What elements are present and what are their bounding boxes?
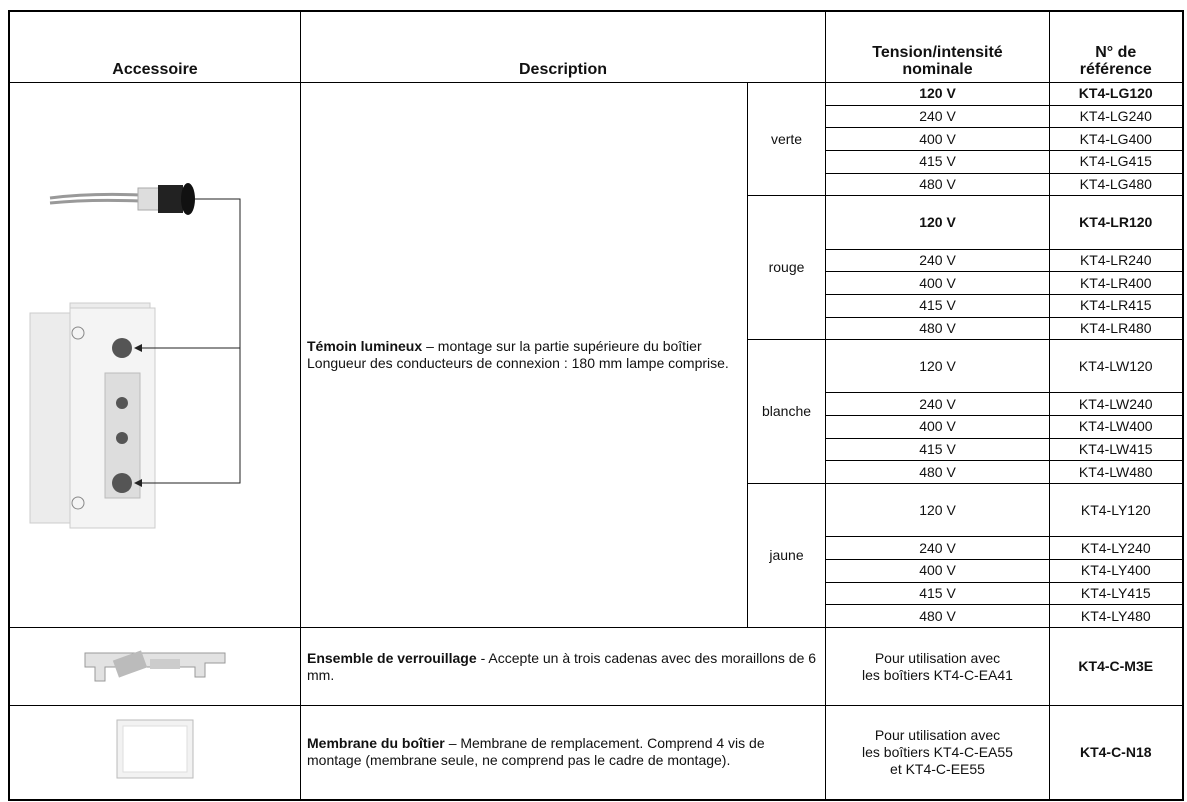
lock-image xyxy=(84,649,226,681)
voltage-cell: 480 V xyxy=(825,604,1050,628)
image-cell xyxy=(8,627,301,706)
voltage-cell: 480 V xyxy=(825,460,1050,485)
indicator-row: 415 V KT4-LW415 xyxy=(9,437,1183,462)
indicator-row: 480 V KT4-LR480 xyxy=(9,316,1183,341)
description-cell: Ensemble de verrouillage - Accepte un à t… xyxy=(300,627,826,706)
reference-cell: KT4-LR415 xyxy=(1049,293,1183,318)
voltage-cell: 415 V xyxy=(825,150,1050,174)
reference-cell: KT4-LY120 xyxy=(1049,483,1183,538)
indicator-row: 240 V KT4-LW240 xyxy=(9,392,1183,417)
reference-cell: KT4-LR120 xyxy=(1049,195,1183,250)
header-cell: Tension/intensité nominale xyxy=(825,10,1050,83)
indicator-row: 240 V KT4-LR240 xyxy=(9,248,1183,273)
voltage-cell: 415 V xyxy=(825,581,1050,606)
indicator-row: 400 V KT4-LW400 xyxy=(9,415,1183,439)
reference-cell: KT4-LG400 xyxy=(1049,127,1183,152)
image-cell xyxy=(8,705,301,800)
indicator-image xyxy=(29,183,241,529)
indicator-row: 480 V KT4-LG480 xyxy=(9,172,1183,197)
voltage-cell: 400 V xyxy=(825,271,1050,295)
reference-cell: KT4-LG415 xyxy=(1049,150,1183,174)
product-name: Témoin lumineux xyxy=(307,338,423,354)
reference-cell: KT4-LW400 xyxy=(1049,415,1183,439)
voltage-cell: 480 V xyxy=(825,316,1050,341)
product-text: – Membrane de remplacement. Comprend 4 v… xyxy=(307,735,765,769)
reference-cell: KT4-LG240 xyxy=(1049,104,1183,129)
accessory-row: Ensemble de verrouillage - Accepte un à t… xyxy=(8,627,1183,706)
reference-cell: KT4-LR480 xyxy=(1049,316,1183,341)
reference-cell: KT4-LW480 xyxy=(1049,460,1183,485)
reference-cell: KT4-C-N18 xyxy=(1049,705,1183,800)
indicator-row: blanche 120 V KT4-LW120 xyxy=(9,339,1183,485)
description-cell: Membrane du boîtier – Membrane de remplac… xyxy=(300,705,826,800)
reference-cell: KT4-C-M3E xyxy=(1049,627,1183,706)
product-text: - Accepte un à trois cadenas avec des mo… xyxy=(307,649,817,683)
text-line: les boîtiers KT4-C-EA55 xyxy=(862,743,1013,760)
text-line: Pour utilisation avec xyxy=(874,726,1001,743)
color-cell: rouge xyxy=(747,195,826,341)
indicator-row: 480 V KT4-LW480 xyxy=(9,460,1183,485)
text-line: les boîtiers KT4-C-EA41 xyxy=(862,666,1013,683)
reference-cell: KT4-LR400 xyxy=(1049,271,1183,295)
header-row: Accessoire Description Tension/intensité no… xyxy=(8,10,1183,83)
voltage-cell: 415 V xyxy=(825,437,1050,462)
indicator-row: 480 V KT4-LY480 xyxy=(9,604,1183,628)
indicator-row: 400 V KT4-LR400 xyxy=(9,271,1183,295)
voltage-cell: 240 V xyxy=(825,248,1050,273)
reference-cell: KT4-LG480 xyxy=(1049,172,1183,197)
reference-cell: KT4-LY480 xyxy=(1049,604,1183,628)
voltage-cell: 400 V xyxy=(825,127,1050,152)
text-line: nominale xyxy=(902,61,973,78)
rating-cell: Pour utilisation avec les boîtiers KT4-C-… xyxy=(825,705,1050,800)
accessory-table: Accessoire Description Tension/intensité no… xyxy=(8,10,1184,801)
reference-cell: KT4-LY400 xyxy=(1049,558,1183,583)
indicator-row: jaune 120 V KT4-LY120 xyxy=(9,483,1183,628)
voltage-cell: 240 V xyxy=(825,104,1050,129)
indicator-row: 240 V KT4-LG240 xyxy=(9,104,1183,129)
indicator-row: Témoin lumineux – montage sur la partie s… xyxy=(8,81,1183,628)
voltage-cell: 120 V xyxy=(825,82,1050,106)
header-cell: N° de référence xyxy=(1049,10,1183,83)
voltage-cell: 240 V xyxy=(825,392,1050,417)
voltage-cell: 120 V xyxy=(825,195,1050,250)
accessory-row: Membrane du boîtier – Membrane de remplac… xyxy=(8,705,1183,800)
reference-cell: KT4-LR240 xyxy=(1049,248,1183,273)
header-cell: Accessoire xyxy=(8,10,301,83)
voltage-cell: 240 V xyxy=(825,536,1050,560)
indicator-row: 400 V KT4-LG400 xyxy=(9,127,1183,152)
voltage-cell: 480 V xyxy=(825,172,1050,197)
text-line: Tension/intensité xyxy=(872,44,1003,61)
text-line: N° de xyxy=(1095,44,1137,61)
text-line: Pour utilisation avec xyxy=(874,649,1001,666)
voltage-cell: 400 V xyxy=(825,415,1050,439)
description-cell: Témoin lumineux – montage sur la partie s… xyxy=(300,82,748,628)
product-text: – montage sur la partie supérieure du bo… xyxy=(307,338,729,371)
voltage-cell: 415 V xyxy=(825,293,1050,318)
header-cell: Description xyxy=(300,10,826,83)
reference-cell: KT4-LY415 xyxy=(1049,581,1183,606)
voltage-cell: 120 V xyxy=(825,339,1050,394)
color-cell: verte xyxy=(747,81,826,197)
reference-cell: KT4-LG120 xyxy=(1049,82,1183,106)
voltage-cell: 400 V xyxy=(825,558,1050,583)
reference-cell: KT4-LW240 xyxy=(1049,392,1183,417)
image-cell xyxy=(8,82,301,628)
reference-cell: KT4-LW415 xyxy=(1049,437,1183,462)
rating-cell: Pour utilisation avec les boîtiers KT4-C-… xyxy=(825,627,1050,706)
indicator-row: 415 V KT4-LR415 xyxy=(9,293,1183,318)
voltage-cell: 120 V xyxy=(825,483,1050,538)
membrane-image xyxy=(116,719,194,779)
product-name: Membrane du boîtier xyxy=(307,735,445,752)
text-line: et KT4-C-EE55 xyxy=(890,760,985,777)
reference-cell: KT4-LY240 xyxy=(1049,536,1183,560)
indicator-row: rouge 120 V KT4-LR120 xyxy=(9,195,1183,341)
color-cell: jaune xyxy=(747,483,826,628)
color-cell: blanche xyxy=(747,339,826,485)
reference-cell: KT4-LW120 xyxy=(1049,339,1183,394)
product-name: Ensemble de verrouillage xyxy=(307,649,477,666)
text-line: référence xyxy=(1079,61,1152,78)
